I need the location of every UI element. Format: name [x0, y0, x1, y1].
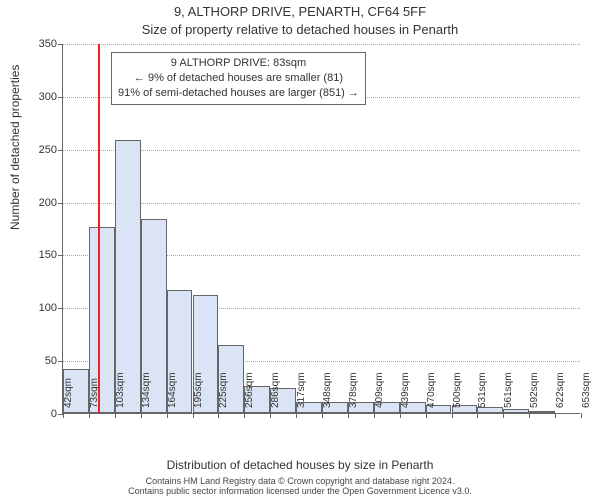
- footer-attribution: Contains HM Land Registry data © Crown c…: [0, 476, 600, 497]
- xtick-mark: [322, 413, 323, 418]
- ytick-mark: [58, 150, 63, 151]
- xtick-label: 42sqm: [63, 378, 74, 408]
- xtick-mark: [503, 413, 504, 418]
- ytick-label: 150: [23, 249, 57, 261]
- plot-area: 05010015020025030035042sqm73sqm103sqm134…: [62, 44, 580, 414]
- reference-line: [98, 44, 100, 413]
- ytick-label: 300: [23, 91, 57, 103]
- chart-subtitle: Size of property relative to detached ho…: [0, 22, 600, 37]
- info-box-line: 9 ALTHORP DRIVE: 83sqm: [118, 56, 359, 71]
- ytick-mark: [58, 203, 63, 204]
- xtick-label: 317sqm: [296, 372, 307, 408]
- xtick-mark: [426, 413, 427, 418]
- ytick-mark: [58, 308, 63, 309]
- xtick-label: 134sqm: [141, 372, 152, 408]
- xtick-label: 103sqm: [115, 372, 126, 408]
- y-axis-label: Number of detached properties: [8, 65, 22, 230]
- xtick-mark: [141, 413, 142, 418]
- xtick-mark: [89, 413, 90, 418]
- xtick-mark: [244, 413, 245, 418]
- xtick-label: 256sqm: [244, 372, 255, 408]
- xtick-label: 286sqm: [270, 372, 281, 408]
- chart-container: 9, ALTHORP DRIVE, PENARTH, CF64 5FF Size…: [0, 0, 600, 500]
- xtick-label: 164sqm: [167, 372, 178, 408]
- ytick-mark: [58, 361, 63, 362]
- xtick-label: 653sqm: [581, 372, 592, 408]
- xtick-label: 561sqm: [503, 372, 514, 408]
- xtick-mark: [218, 413, 219, 418]
- xtick-mark: [167, 413, 168, 418]
- ytick-mark: [58, 44, 63, 45]
- xtick-label: 409sqm: [374, 372, 385, 408]
- xtick-mark: [452, 413, 453, 418]
- info-box-line: ← 9% of detached houses are smaller (81): [118, 71, 359, 86]
- histogram-bar: [529, 411, 555, 413]
- xtick-label: 592sqm: [529, 372, 540, 408]
- info-box: 9 ALTHORP DRIVE: 83sqm← 9% of detached h…: [111, 52, 366, 105]
- histogram-bar: [503, 409, 529, 413]
- ytick-label: 0: [23, 408, 57, 420]
- ytick-label: 50: [23, 355, 57, 367]
- footer-line-2: Contains public sector information licen…: [128, 486, 472, 496]
- xtick-mark: [270, 413, 271, 418]
- ytick-label: 250: [23, 144, 57, 156]
- xtick-mark: [193, 413, 194, 418]
- gridline: [63, 44, 580, 45]
- ytick-label: 100: [23, 302, 57, 314]
- info-box-line: 91% of semi-detached houses are larger (…: [118, 86, 359, 101]
- ytick-mark: [58, 97, 63, 98]
- xtick-mark: [581, 413, 582, 418]
- xtick-label: 439sqm: [400, 372, 411, 408]
- xtick-mark: [63, 413, 64, 418]
- xtick-mark: [400, 413, 401, 418]
- x-axis-label: Distribution of detached houses by size …: [0, 458, 600, 472]
- xtick-mark: [296, 413, 297, 418]
- xtick-mark: [529, 413, 530, 418]
- ytick-label: 350: [23, 38, 57, 50]
- xtick-label: 622sqm: [555, 372, 566, 408]
- xtick-label: 348sqm: [322, 372, 333, 408]
- xtick-label: 531sqm: [477, 372, 488, 408]
- xtick-mark: [348, 413, 349, 418]
- chart-title: 9, ALTHORP DRIVE, PENARTH, CF64 5FF: [0, 4, 600, 19]
- xtick-mark: [477, 413, 478, 418]
- xtick-label: 225sqm: [218, 372, 229, 408]
- xtick-label: 195sqm: [193, 372, 204, 408]
- xtick-mark: [555, 413, 556, 418]
- footer-line-1: Contains HM Land Registry data © Crown c…: [146, 476, 455, 486]
- xtick-label: 378sqm: [348, 372, 359, 408]
- ytick-label: 200: [23, 197, 57, 209]
- xtick-mark: [374, 413, 375, 418]
- xtick-mark: [115, 413, 116, 418]
- xtick-label: 470sqm: [426, 372, 437, 408]
- xtick-label: 500sqm: [452, 372, 463, 408]
- ytick-mark: [58, 255, 63, 256]
